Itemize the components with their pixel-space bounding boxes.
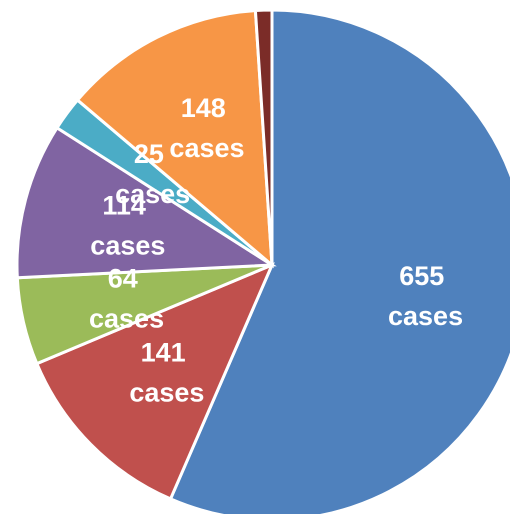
data-label: 25 cases (108, 139, 191, 209)
data-label: 148 cases (162, 93, 245, 163)
pie-slice (75, 8, 274, 269)
pie-slice (34, 262, 275, 501)
pie-slice (253, 8, 274, 266)
data-label: 114 cases (83, 191, 166, 261)
pie-slice (15, 125, 277, 280)
pie-slice (168, 8, 510, 514)
data-label: 655 cases (381, 261, 464, 331)
data-label: 64 cases (82, 264, 165, 334)
data-label: 141 cases (122, 337, 205, 407)
